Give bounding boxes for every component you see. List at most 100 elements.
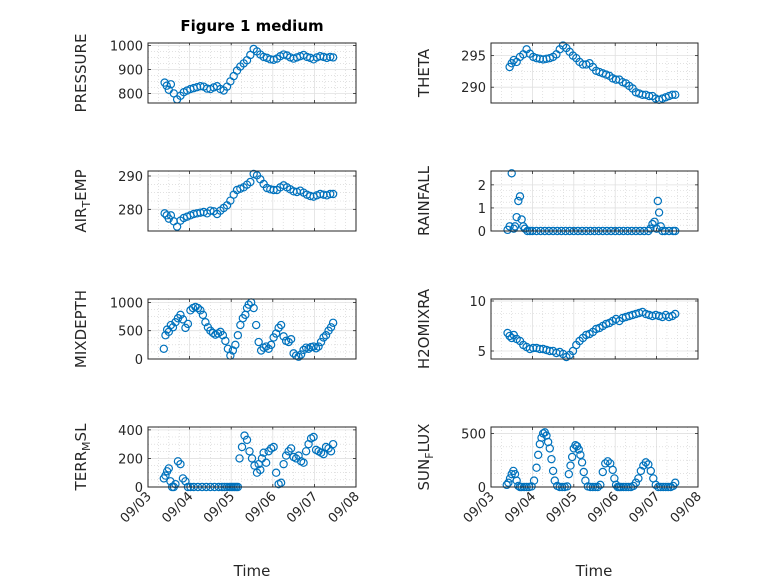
- y-axis-label: H2OMIXRA: [415, 288, 433, 369]
- data-point: [257, 454, 267, 463]
- y-tick-label: 5: [478, 345, 486, 360]
- data-point: [251, 320, 261, 330]
- data-point: [301, 447, 311, 456]
- subplot-air-temp: 280 290 AIRTEMP: [72, 169, 357, 233]
- y-tick-label: 1000: [110, 296, 143, 311]
- data-point: [264, 447, 273, 456]
- x-tick-label: 09/04: [502, 489, 539, 526]
- data-point: [328, 189, 338, 199]
- axes-box: [490, 426, 699, 488]
- data-point: [510, 222, 520, 231]
- data-point: [505, 331, 514, 341]
- data-point: [261, 342, 271, 351]
- data-point: [504, 478, 513, 487]
- data-point: [237, 442, 247, 452]
- data-point: [671, 90, 680, 99]
- y-tick-label: 0: [135, 481, 143, 496]
- data-point: [520, 224, 530, 233]
- x-tick-label: 09/06: [585, 489, 622, 526]
- data-point: [279, 332, 288, 341]
- data-point: [196, 306, 205, 315]
- data-point: [654, 208, 664, 217]
- data-point: [166, 80, 176, 89]
- data-point: [646, 466, 656, 476]
- data-point: [286, 444, 296, 453]
- data-point: [671, 478, 680, 487]
- data-point: [641, 458, 651, 467]
- data-point: [603, 457, 612, 466]
- data-point: [284, 337, 293, 347]
- data-point: [242, 435, 252, 445]
- axes-box: [490, 298, 699, 360]
- y-tick-label: 0: [135, 353, 143, 368]
- data-point: [259, 448, 268, 457]
- data-point: [326, 189, 335, 199]
- y-tick-label: 1000: [110, 39, 143, 54]
- y-tick-label: 10: [469, 295, 486, 310]
- data-point: [193, 303, 203, 313]
- data-point: [299, 345, 308, 355]
- x-tick-label: 09/08: [326, 489, 363, 526]
- y-axis-label: MIXDEPTH: [72, 290, 90, 368]
- y-axis-label: TERRMSL: [72, 423, 93, 492]
- data-point: [656, 222, 665, 231]
- data-point: [648, 219, 657, 229]
- data-point: [286, 334, 296, 344]
- data-point: [579, 467, 588, 477]
- data-point: [596, 480, 605, 490]
- data-point: [505, 222, 514, 231]
- data-point: [512, 212, 521, 222]
- x-axis-label-left: Time: [233, 562, 271, 580]
- data-point: [176, 459, 185, 469]
- data-point: [276, 478, 286, 487]
- data-point: [284, 447, 293, 456]
- data-point: [316, 337, 326, 347]
- data-point: [166, 320, 176, 330]
- data-point: [269, 442, 278, 452]
- data-point: [311, 344, 321, 353]
- subplot-pressure: 800 900 1000 PRESSURE: [72, 34, 357, 112]
- data-point: [582, 330, 591, 340]
- data-point: [328, 53, 338, 62]
- data-point: [249, 303, 258, 313]
- data-point: [235, 454, 244, 463]
- y-tick-label: 400: [118, 424, 143, 439]
- y-tick-label: 2: [478, 179, 486, 194]
- data-point: [671, 309, 680, 319]
- x-tick-label: 09/05: [201, 489, 238, 526]
- y-axis-label: SUNFLUX: [415, 424, 436, 491]
- data-point: [519, 222, 528, 231]
- y-axis-label: RAINFALL: [415, 165, 433, 236]
- data-point: [668, 90, 677, 99]
- data-point: [591, 324, 601, 334]
- data-point: [631, 478, 641, 487]
- data-point: [299, 458, 308, 467]
- data-point: [532, 463, 541, 472]
- data-point: [512, 476, 521, 485]
- data-point: [653, 196, 663, 206]
- x-tick-label: 09/06: [243, 489, 280, 526]
- data-point: [294, 352, 303, 361]
- data-point: [279, 459, 288, 469]
- data-point: [231, 340, 240, 350]
- x-tick-label: 09/05: [544, 489, 581, 526]
- data-point: [598, 467, 607, 477]
- data-point: [309, 342, 318, 351]
- y-tick-label: 290: [118, 170, 143, 185]
- data-point: [636, 466, 646, 476]
- data-point: [328, 439, 338, 449]
- y-tick-label: 0: [478, 481, 486, 496]
- data-point: [271, 468, 281, 477]
- y-tick-label: 280: [118, 203, 143, 218]
- data-point: [246, 177, 255, 187]
- data-point: [567, 452, 577, 462]
- subplot-mixdepth: 0 500 1000 MIXDEPTH: [72, 290, 357, 368]
- data-point: [566, 461, 575, 470]
- data-point: [634, 474, 643, 483]
- data-point: [159, 344, 169, 354]
- data-point: [266, 340, 276, 350]
- data-point: [240, 431, 249, 440]
- data-point: [176, 310, 185, 320]
- y-tick-label: 800: [118, 87, 143, 102]
